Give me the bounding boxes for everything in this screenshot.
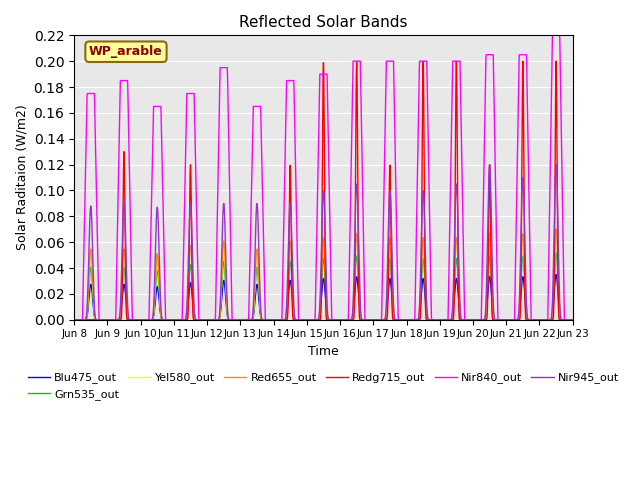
Blu475_out [552,272,560,277]
Line: Yel580_out: Yel580_out [74,234,573,320]
Red655_out [525,317,532,323]
Redg715_out [468,317,476,323]
Redg715_out [552,58,560,64]
Yel580_out [70,317,78,323]
Grn535_out [552,250,560,255]
Yel580_out [337,317,345,323]
Blu475_out [525,317,532,323]
Grn535_out [525,317,532,323]
Red655_out [468,317,476,323]
Nir840_out [70,317,78,323]
Line: Grn535_out: Grn535_out [74,252,573,320]
Red655_out [209,317,217,323]
Red655_out [337,317,345,323]
Nir840_out [548,33,556,38]
Grn535_out [337,317,345,323]
Nir945_out [569,317,577,323]
Redg715_out [348,317,356,323]
Redg715_out [337,317,345,323]
Yel580_out [209,317,217,323]
Yel580_out [569,317,577,323]
Red655_out [539,317,547,323]
Blu475_out [337,317,345,323]
Legend: Blu475_out, Grn535_out, Yel580_out, Red655_out, Redg715_out, Nir840_out, Nir945_: Blu475_out, Grn535_out, Yel580_out, Red6… [23,368,624,404]
Nir840_out [209,317,217,323]
Blu475_out [539,317,547,323]
Nir945_out [70,317,78,323]
Redg715_out [569,317,577,323]
Blu475_out [348,316,356,322]
Blu475_out [569,317,577,323]
Yel580_out [552,231,560,237]
Nir840_out [348,105,356,110]
Blu475_out [209,317,217,323]
Line: Nir840_out: Nir840_out [74,36,573,320]
Nir840_out [569,317,577,323]
Nir945_out [209,317,217,323]
Yel580_out [348,315,356,321]
Yel580_out [525,317,532,323]
Nir840_out [468,317,476,323]
Nir945_out [539,317,547,323]
Yel580_out [468,317,476,323]
Grn535_out [539,317,547,323]
Nir945_out [337,317,345,323]
X-axis label: Time: Time [308,345,339,358]
Red655_out [70,317,78,323]
Y-axis label: Solar Raditaion (W/m2): Solar Raditaion (W/m2) [15,105,28,251]
Grn535_out [209,317,217,323]
Redg715_out [539,317,547,323]
Yel580_out [539,317,547,323]
Red655_out [348,315,356,321]
Nir945_out [348,314,356,320]
Nir945_out [525,317,532,323]
Nir840_out [525,171,532,177]
Title: Reflected Solar Bands: Reflected Solar Bands [239,15,408,30]
Blu475_out [70,317,78,323]
Nir840_out [539,317,547,323]
Text: WP_arable: WP_arable [89,45,163,58]
Nir945_out [468,317,476,323]
Redg715_out [525,317,532,323]
Red655_out [569,317,577,323]
Line: Redg715_out: Redg715_out [74,61,573,320]
Nir945_out [552,162,560,168]
Redg715_out [209,317,217,323]
Nir840_out [337,317,345,323]
Grn535_out [348,315,356,321]
Blu475_out [468,317,476,323]
Grn535_out [70,317,78,323]
Grn535_out [468,317,476,323]
Line: Blu475_out: Blu475_out [74,275,573,320]
Grn535_out [569,317,577,323]
Redg715_out [70,317,78,323]
Line: Nir945_out: Nir945_out [74,165,573,320]
Red655_out [552,227,560,232]
Line: Red655_out: Red655_out [74,229,573,320]
